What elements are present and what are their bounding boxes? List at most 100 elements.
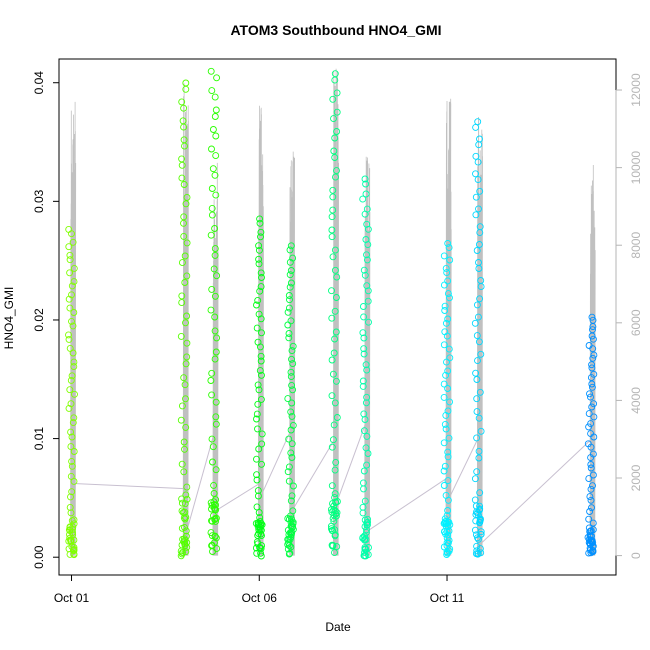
data-point (67, 472, 75, 480)
data-point (68, 488, 76, 496)
data-point (590, 400, 598, 408)
data-point (444, 239, 452, 247)
data-point (588, 504, 595, 512)
data-point (445, 434, 453, 442)
data-point (209, 443, 217, 451)
y-axis-label: HNO4_GMI (2, 287, 16, 350)
data-point (359, 195, 367, 203)
data-point (208, 185, 216, 192)
data-point (181, 508, 189, 516)
data-point (441, 420, 449, 428)
data-point (289, 421, 297, 429)
data-point (473, 468, 481, 476)
data-point (258, 329, 265, 337)
data-point (183, 339, 191, 347)
data-point (70, 516, 78, 524)
data-point (473, 247, 481, 254)
data-point (331, 399, 339, 407)
data-point (328, 213, 336, 221)
data-point (475, 338, 483, 346)
data-point (68, 282, 76, 290)
data-point (474, 357, 481, 365)
data-point (212, 501, 220, 509)
data-point (209, 548, 216, 555)
data-point (254, 381, 262, 389)
data-point (362, 552, 370, 560)
data-point (288, 412, 296, 420)
data-point (472, 531, 480, 539)
data-point (286, 283, 294, 291)
data-point (331, 246, 339, 254)
data-point (65, 331, 72, 339)
data-point (445, 345, 453, 353)
data-point (587, 420, 595, 428)
data-point (332, 173, 339, 181)
data-point (589, 326, 596, 334)
y2-tick-label: 2000 (629, 464, 643, 491)
data-point (331, 490, 339, 498)
x-axis-label: Date (325, 620, 351, 634)
data-point (363, 461, 371, 469)
data-point (207, 231, 215, 239)
data-point (180, 374, 188, 382)
data-point (181, 445, 188, 453)
data-point (212, 348, 220, 356)
data-point (440, 380, 448, 388)
data-point (329, 542, 337, 549)
data-point (330, 115, 337, 123)
data-point (589, 335, 597, 343)
data-point (209, 165, 217, 173)
data-point (254, 296, 262, 304)
data-point (327, 525, 335, 533)
data-point (287, 497, 295, 505)
data-point (329, 193, 337, 201)
data-point (257, 526, 265, 534)
data-point (177, 332, 185, 340)
data-point (66, 386, 74, 394)
data-point (287, 533, 295, 541)
data-point (475, 241, 483, 248)
data-point (254, 338, 262, 346)
data-point (475, 205, 482, 213)
data-point (443, 269, 451, 277)
data-point (329, 370, 337, 378)
data-point (362, 545, 370, 553)
data-point (590, 370, 598, 378)
data-point (210, 489, 218, 497)
data-point (333, 89, 341, 97)
data-point (257, 552, 265, 560)
data-point (208, 517, 215, 525)
data-point (365, 318, 372, 326)
data-point (178, 402, 186, 410)
data-point (257, 283, 265, 291)
data-point (212, 466, 220, 474)
data-point (180, 104, 188, 112)
data-point (288, 492, 296, 500)
data-point (183, 272, 191, 280)
data-point (446, 354, 454, 362)
data-point (359, 377, 367, 385)
data-point (287, 267, 295, 274)
data-point (360, 410, 368, 418)
data-point (364, 518, 372, 526)
data-point (586, 528, 594, 536)
data-point (182, 319, 189, 327)
data-point (333, 414, 341, 421)
data-point (476, 489, 484, 497)
data-point (288, 347, 296, 355)
data-point (477, 515, 484, 523)
data-point (213, 272, 221, 280)
data-point (477, 427, 485, 435)
data-point (445, 244, 453, 252)
data-point (363, 432, 371, 440)
data-point (284, 468, 292, 476)
data-point (361, 271, 369, 279)
data-point (472, 369, 480, 377)
data-point (474, 509, 482, 517)
data-point (588, 548, 596, 556)
data-point (287, 408, 295, 416)
data-point (359, 329, 367, 337)
data-point (289, 523, 297, 531)
data-point (257, 352, 265, 360)
data-point (589, 482, 596, 490)
